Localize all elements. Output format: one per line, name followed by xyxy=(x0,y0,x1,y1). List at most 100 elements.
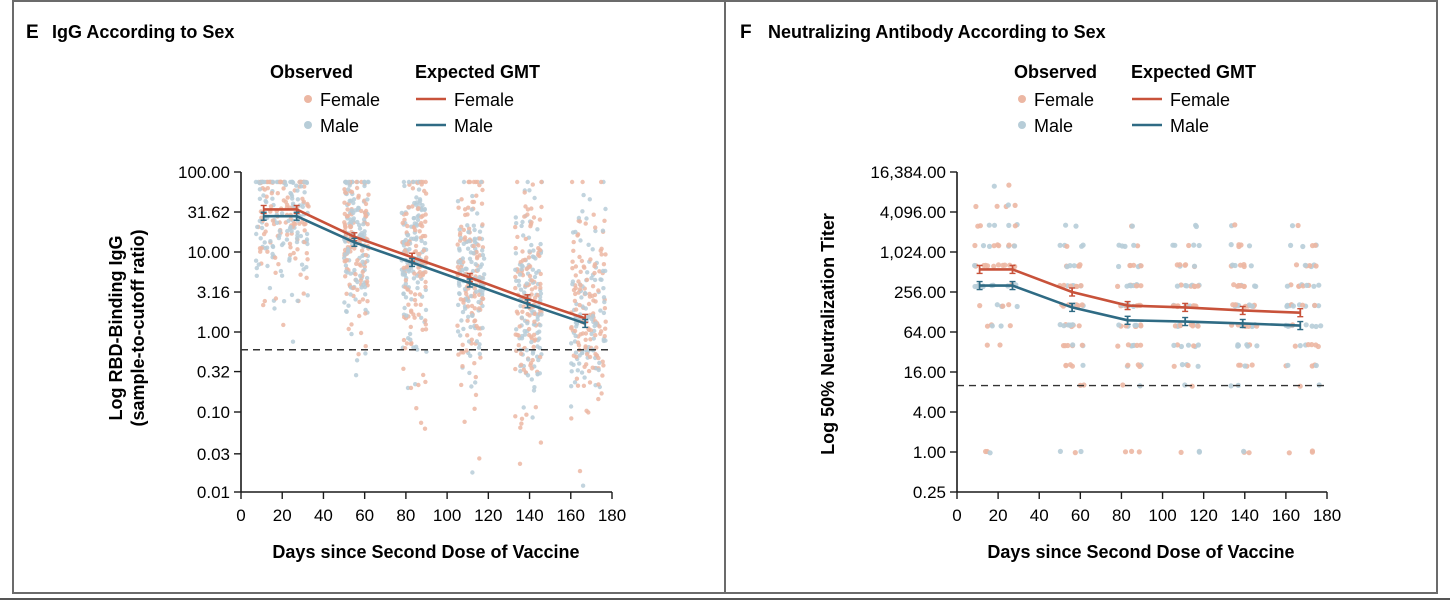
observed-point xyxy=(591,298,596,303)
observed-point xyxy=(521,405,526,410)
observed-point xyxy=(409,308,414,313)
legend-e-observed-header: Observed xyxy=(270,62,353,82)
observed-point xyxy=(592,328,597,334)
observed-point xyxy=(590,365,595,370)
observed-point xyxy=(302,228,307,233)
observed-point xyxy=(533,405,538,410)
legend-f-observed-female: Female xyxy=(1034,90,1094,110)
observed-point xyxy=(1006,222,1012,228)
observed-point xyxy=(254,265,259,271)
observed-point xyxy=(603,206,608,212)
observed-point xyxy=(1014,303,1020,310)
observed-point xyxy=(1249,303,1255,309)
observed-point xyxy=(1127,262,1133,269)
observed-point xyxy=(402,305,407,311)
observed-point xyxy=(287,241,293,246)
observed-point xyxy=(270,251,275,257)
observed-point xyxy=(277,228,282,234)
observed-point xyxy=(569,179,575,185)
observed-point xyxy=(1174,283,1180,289)
observed-point xyxy=(596,382,601,387)
observed-point xyxy=(422,188,427,194)
observed-point xyxy=(472,236,477,241)
observed-point xyxy=(344,257,350,263)
observed-point xyxy=(579,295,584,300)
observed-point xyxy=(405,233,410,238)
observed-point xyxy=(413,202,419,207)
observed-point xyxy=(513,215,518,220)
observed-point xyxy=(423,284,428,290)
panel-e-letter: E xyxy=(26,22,39,43)
observed-point xyxy=(581,192,586,198)
observed-point xyxy=(302,190,307,195)
observed-point xyxy=(472,294,477,299)
observed-point xyxy=(514,278,519,283)
observed-point xyxy=(1300,243,1306,250)
observed-point xyxy=(513,251,519,256)
observed-point xyxy=(573,291,578,297)
observed-point xyxy=(481,256,487,261)
observed-point xyxy=(1129,223,1135,229)
observed-point xyxy=(537,247,543,253)
observed-point xyxy=(1063,222,1069,228)
observed-point xyxy=(972,262,978,269)
observed-point xyxy=(1313,263,1319,269)
observed-point xyxy=(575,340,581,345)
observed-point xyxy=(583,337,588,342)
observed-point xyxy=(423,322,428,327)
observed-point xyxy=(603,252,608,257)
observed-point xyxy=(1246,243,1253,249)
observed-point xyxy=(261,193,266,198)
observed-point xyxy=(1002,262,1008,268)
observed-point xyxy=(362,229,367,234)
observed-point xyxy=(353,373,359,378)
observed-point xyxy=(513,274,518,280)
observed-point xyxy=(527,249,532,254)
observed-point xyxy=(469,303,475,309)
observed-point xyxy=(477,332,482,337)
observed-point xyxy=(986,243,993,249)
observed-point xyxy=(593,321,599,326)
observed-point xyxy=(590,284,596,289)
observed-point xyxy=(263,198,268,204)
observed-point xyxy=(460,268,465,273)
observed-point xyxy=(413,237,419,242)
observed-point xyxy=(571,287,577,293)
observed-point xyxy=(521,233,526,238)
panel-f-y-tick-label: 16.00 xyxy=(903,363,946,382)
panel-f-y-tick-label: 0.25 xyxy=(913,483,946,502)
observed-point xyxy=(407,331,413,337)
observed-point xyxy=(408,324,413,330)
observed-point xyxy=(401,179,407,185)
observed-point xyxy=(533,337,538,342)
observed-point xyxy=(578,238,583,243)
observed-point xyxy=(529,366,534,371)
observed-point xyxy=(582,265,587,270)
observed-point xyxy=(539,312,544,317)
observed-point xyxy=(477,342,482,347)
observed-point xyxy=(276,262,281,267)
observed-point xyxy=(519,263,525,268)
legend-f-observed-header: Observed xyxy=(1014,62,1097,82)
observed-point xyxy=(1297,343,1303,349)
observed-point xyxy=(975,223,981,229)
observed-point xyxy=(255,224,260,230)
panel-e-y-tick-label: 3.16 xyxy=(197,283,230,302)
observed-point xyxy=(353,297,358,302)
observed-point xyxy=(256,262,261,267)
observed-point xyxy=(461,179,467,185)
observed-point xyxy=(264,245,270,250)
observed-point xyxy=(351,285,356,291)
observed-point xyxy=(455,323,460,328)
observed-point xyxy=(569,384,574,389)
observed-point xyxy=(1292,343,1298,349)
observed-point xyxy=(405,223,410,229)
observed-point xyxy=(1064,264,1070,270)
observed-point xyxy=(421,372,426,378)
observed-point xyxy=(471,223,476,228)
panel-f-x-tick-label: 140 xyxy=(1231,506,1259,525)
observed-point xyxy=(457,283,462,288)
observed-point xyxy=(513,414,518,419)
observed-point xyxy=(538,440,544,445)
observed-point xyxy=(366,192,371,197)
